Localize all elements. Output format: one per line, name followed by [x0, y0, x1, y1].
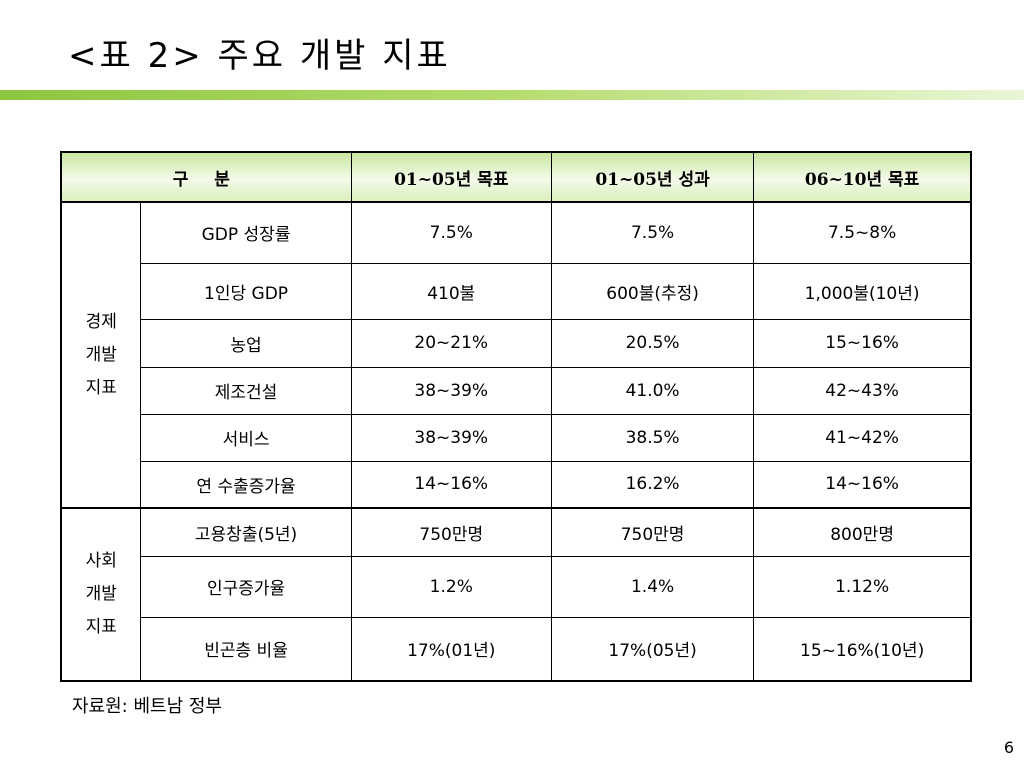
target-01-05-cell: 17%(01년) — [350, 616, 552, 682]
result-01-05-cell: 7.5% — [550, 201, 755, 264]
target-01-05-cell: 14~16% — [350, 460, 552, 509]
target-01-05-cell: 1.2% — [350, 555, 552, 618]
group-label-line: 지표 — [85, 377, 117, 398]
indicator-cell: 고용창출(5년) — [140, 507, 352, 557]
group-label-line: 개발 — [85, 584, 117, 604]
slide-title: <표 2> 주요 개발 지표 — [68, 36, 451, 76]
target-01-05-cell: 7.5% — [350, 201, 552, 264]
target-06-10-cell: 42~43% — [753, 366, 972, 415]
target-06-10-cell: 15~16% — [753, 318, 972, 368]
header-result-01-05: 01~05년 성과 — [550, 151, 755, 203]
source-note: 자료원: 베트남 정부 — [72, 696, 222, 717]
result-01-05-cell: 600불(추정) — [550, 262, 755, 320]
table-body: 경제 개발 지표 GDP 성장률 7.5% 7.5% 7.5~8% 1인당 GDP 410불 60… — [60, 201, 972, 682]
table-row: 빈곤층 비율 17%(01년) 17%(05년) 15~16%(10년) — [61, 616, 972, 682]
result-01-05-cell: 41.0% — [550, 366, 755, 415]
title-accent-bar — [0, 90, 1024, 100]
indicator-cell: 서비스 — [140, 413, 352, 462]
result-01-05-cell: 750만명 — [550, 507, 755, 557]
table-row: 농업 20~21% 20.5% 15~16% — [61, 318, 972, 368]
result-01-05-cell: 1.4% — [550, 555, 755, 618]
header-target-06-10: 06~10년 목표 — [753, 151, 972, 203]
group-label-line: 개발 — [85, 344, 117, 365]
target-06-10-cell: 1.12% — [753, 555, 972, 618]
target-06-10-cell: 41~42% — [753, 413, 972, 462]
header-target-01-05: 01~05년 목표 — [350, 151, 552, 203]
table-row: 연 수출증가율 14~16% 16.2% 14~16% — [61, 460, 972, 509]
table-row: 제조건설 38~39% 41.0% 42~43% — [61, 366, 972, 415]
target-06-10-cell: 14~16% — [753, 460, 972, 509]
result-01-05-cell: 20.5% — [550, 318, 755, 368]
indicator-cell: 농업 — [140, 318, 352, 368]
target-06-10-cell: 1,000불(10년) — [753, 262, 972, 320]
table-row: 인구증가율 1.2% 1.4% 1.12% — [61, 555, 972, 618]
indicator-cell: 제조건설 — [140, 366, 352, 415]
indicator-cell: 연 수출증가율 — [140, 460, 352, 509]
development-indicators-table: 구 분 01~05년 목표 01~05년 성과 06~10년 목표 경제 개발 지표… — [60, 151, 972, 682]
target-01-05-cell: 38~39% — [350, 413, 552, 462]
group-label-line: 지표 — [85, 617, 117, 637]
result-01-05-cell: 17%(05년) — [550, 616, 755, 682]
group-label-line: 사회 — [85, 551, 117, 571]
target-01-05-cell: 38~39% — [350, 366, 552, 415]
indicator-cell: 인구증가율 — [140, 555, 352, 618]
table-row: 사회 개발 지표 고용창출(5년) 750만명 750만명 800만명 — [60, 507, 972, 682]
indicator-cell: 빈곤층 비율 — [140, 616, 352, 682]
target-06-10-cell: 800만명 — [753, 507, 972, 557]
target-06-10-cell: 7.5~8% — [753, 201, 972, 264]
group-label-line: 경제 — [85, 311, 117, 332]
target-01-05-cell: 20~21% — [350, 318, 552, 368]
table-header-row: 구 분 01~05년 목표 01~05년 성과 06~10년 목표 — [60, 151, 972, 203]
table-row: 경제 개발 지표 GDP 성장률 7.5% 7.5% 7.5~8% — [60, 201, 972, 509]
target-01-05-cell: 750만명 — [350, 507, 552, 557]
table-row: 서비스 38~39% 38.5% 41~42% — [61, 413, 972, 462]
indicator-cell: GDP 성장률 — [140, 201, 352, 264]
header-division: 구 분 — [60, 151, 352, 203]
result-01-05-cell: 16.2% — [550, 460, 755, 509]
target-01-05-cell: 410불 — [350, 262, 552, 320]
indicator-cell: 1인당 GDP — [140, 262, 352, 320]
result-01-05-cell: 38.5% — [550, 413, 755, 462]
target-06-10-cell: 15~16%(10년) — [753, 616, 972, 682]
page-number: 6 — [1003, 738, 1014, 757]
table-row: 1인당 GDP 410불 600불(추정) 1,000불(10년) — [61, 262, 972, 320]
